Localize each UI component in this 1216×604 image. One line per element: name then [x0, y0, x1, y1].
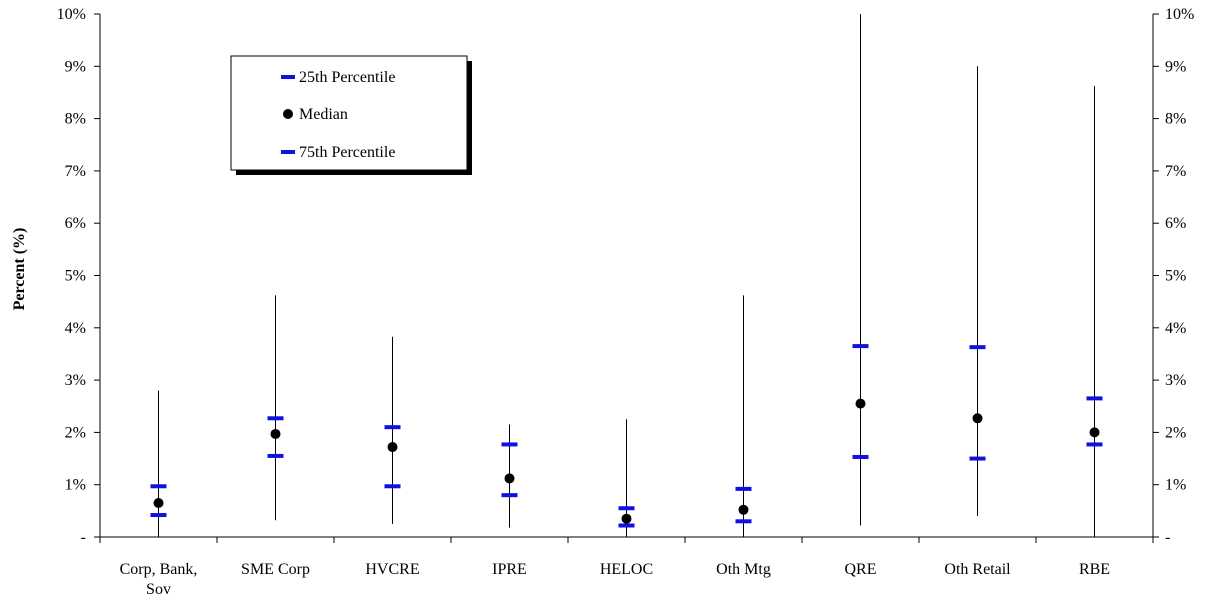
legend-median-label: Median — [299, 106, 348, 123]
legend: 25th Percentile Median 75th Percentile — [230, 55, 472, 175]
x-category-label: Oth Mtg — [716, 561, 771, 578]
y-tick-label-left: 9% — [65, 58, 86, 75]
median-marker — [387, 442, 398, 453]
median-marker — [1089, 427, 1100, 438]
y-tick-label-left: 7% — [65, 163, 86, 180]
x-category-label: QRE — [845, 561, 877, 578]
x-category-label: Oth Retail — [944, 561, 1011, 578]
y-tick-label-left: 4% — [65, 320, 86, 337]
x-category-label: RBE — [1079, 561, 1110, 578]
median-marker — [738, 504, 749, 515]
x-category-label-line: SME Corp — [241, 561, 310, 578]
y-tick-label-left: 6% — [65, 215, 86, 232]
legend-25th-label: 25th Percentile — [299, 69, 395, 86]
x-category-label-line: IPRE — [492, 561, 527, 578]
y-tick-label-right: 5% — [1165, 268, 1186, 285]
x-category-label: HVCRE — [365, 561, 419, 578]
median-marker — [504, 473, 515, 484]
y-tick-label-left: 8% — [65, 111, 86, 128]
x-category-label-line: Corp, Bank, — [120, 561, 198, 578]
x-category-label: SME Corp — [241, 561, 310, 578]
y-tick-label-right: 9% — [1165, 58, 1186, 75]
y-tick-label-right: 1% — [1165, 477, 1186, 494]
legend-median-marker — [283, 109, 293, 119]
legend-box — [230, 55, 468, 171]
y-tick-label-right: 6% — [1165, 215, 1186, 232]
x-category-label-line: QRE — [845, 561, 877, 578]
y-tick-label-right: 3% — [1165, 372, 1186, 389]
y-tick-label-right: 10% — [1165, 6, 1194, 23]
x-category-label-line: Sov — [146, 581, 171, 598]
median-marker — [972, 413, 983, 424]
x-category-label-line: Oth Mtg — [716, 561, 771, 578]
y-tick-label-right: 4% — [1165, 320, 1186, 337]
median-marker — [153, 498, 164, 509]
x-category-label-line: HVCRE — [365, 561, 419, 578]
axes: - - 1% 1% 2% 2% 3% 3% 4% 4% 5% 5% 6% 6% 7% 7% 8% 8% 9% 9% 10… — [57, 6, 1195, 598]
x-category-label: Corp, Bank, Sov — [120, 561, 198, 598]
y-tick-label-right: - — [1165, 529, 1170, 546]
x-category-label-line: RBE — [1079, 561, 1110, 578]
y-tick-label-left: - — [81, 529, 86, 546]
median-marker — [621, 513, 632, 524]
y-tick-label-right: 2% — [1165, 424, 1186, 441]
x-category-label-line: Oth Retail — [944, 561, 1011, 578]
chart-marks — [150, 14, 1103, 537]
median-marker — [855, 398, 866, 409]
y-tick-label-left: 10% — [57, 6, 86, 23]
x-category-label: HELOC — [600, 561, 653, 578]
y-tick-label-left: 5% — [65, 268, 86, 285]
median-marker — [270, 428, 281, 439]
y-axis-label: Percent (%) — [11, 228, 28, 311]
y-tick-label-left: 3% — [65, 372, 86, 389]
y-tick-label-right: 7% — [1165, 163, 1186, 180]
legend-75th-label: 75th Percentile — [299, 144, 395, 161]
y-tick-label-right: 8% — [1165, 111, 1186, 128]
x-category-label: IPRE — [492, 561, 527, 578]
y-tick-label-left: 1% — [65, 477, 86, 494]
x-category-label-line: HELOC — [600, 561, 653, 578]
y-tick-label-left: 2% — [65, 424, 86, 441]
